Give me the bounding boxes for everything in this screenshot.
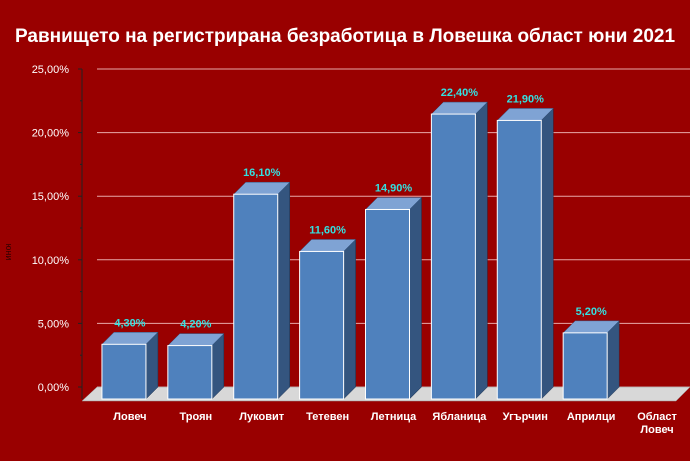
bar-front xyxy=(233,193,279,400)
x-tick-label: Летница xyxy=(371,411,417,423)
x-tick-labels: Ловеч Троян Луковит Тетевен Летница Ябланица У… xyxy=(113,411,677,436)
y-tick-label: 0,00% xyxy=(38,382,69,394)
data-label: 4,20% xyxy=(180,319,211,331)
x-tick-label: Априлци xyxy=(567,411,616,423)
bar xyxy=(167,332,225,400)
bar-side xyxy=(277,181,290,400)
y-axis-label: юни xyxy=(4,244,14,261)
x-tick-label: Тетевен xyxy=(306,411,349,423)
y-tick-label: 10,00% xyxy=(32,255,70,267)
data-label: 16,10% xyxy=(243,167,281,179)
data-label: 11,60% xyxy=(309,224,346,236)
bars xyxy=(101,101,620,400)
x-tick-label: Ябланица xyxy=(432,411,487,423)
bar xyxy=(496,107,554,400)
bar-front xyxy=(167,345,213,400)
bar-side xyxy=(343,238,356,400)
y-tick-label: 25,00% xyxy=(32,64,70,76)
data-label: 21,90% xyxy=(507,93,545,105)
x-tick-label: Ловеч xyxy=(113,411,146,423)
bar xyxy=(101,331,159,400)
bar xyxy=(299,238,357,400)
bar xyxy=(233,181,291,400)
x-tick-label: Троян xyxy=(180,411,213,423)
bar xyxy=(562,320,620,400)
y-axis: 0,00% 5,00% 10,00% 15,00% 20,00% 25,00% xyxy=(32,64,83,399)
data-label: 14,90% xyxy=(375,182,413,194)
bar-side xyxy=(475,101,488,400)
bar-front xyxy=(430,113,476,400)
bar-side xyxy=(409,196,422,400)
bar xyxy=(364,196,423,400)
bar-front xyxy=(562,332,608,400)
data-label: 5,20% xyxy=(576,306,607,318)
x-tick-label: Луковит xyxy=(239,411,284,423)
x-tick-label: Угърчин xyxy=(503,411,548,423)
y-tick-label: 5,00% xyxy=(38,318,69,330)
bar-side xyxy=(541,107,554,400)
bar-front xyxy=(496,119,542,400)
bar-side xyxy=(606,320,620,400)
bar-front xyxy=(365,208,410,400)
data-labels: 4,30% 4,20% 16,10% 11,60% 14,90% 22,40% 21,90%… xyxy=(114,87,607,331)
data-label: 22,40% xyxy=(441,87,479,99)
chart-title: Равнището на регистрирана безработица в … xyxy=(15,26,675,47)
bar-front xyxy=(299,250,345,400)
data-label: 4,30% xyxy=(114,317,145,329)
y-tick-label: 20,00% xyxy=(32,128,70,140)
y-tick-label: 15,00% xyxy=(32,191,70,203)
bar-front xyxy=(101,343,147,400)
bar xyxy=(430,101,488,400)
x-tick-label: Област xyxy=(637,411,677,423)
x-tick-label: Ловеч xyxy=(640,424,673,436)
